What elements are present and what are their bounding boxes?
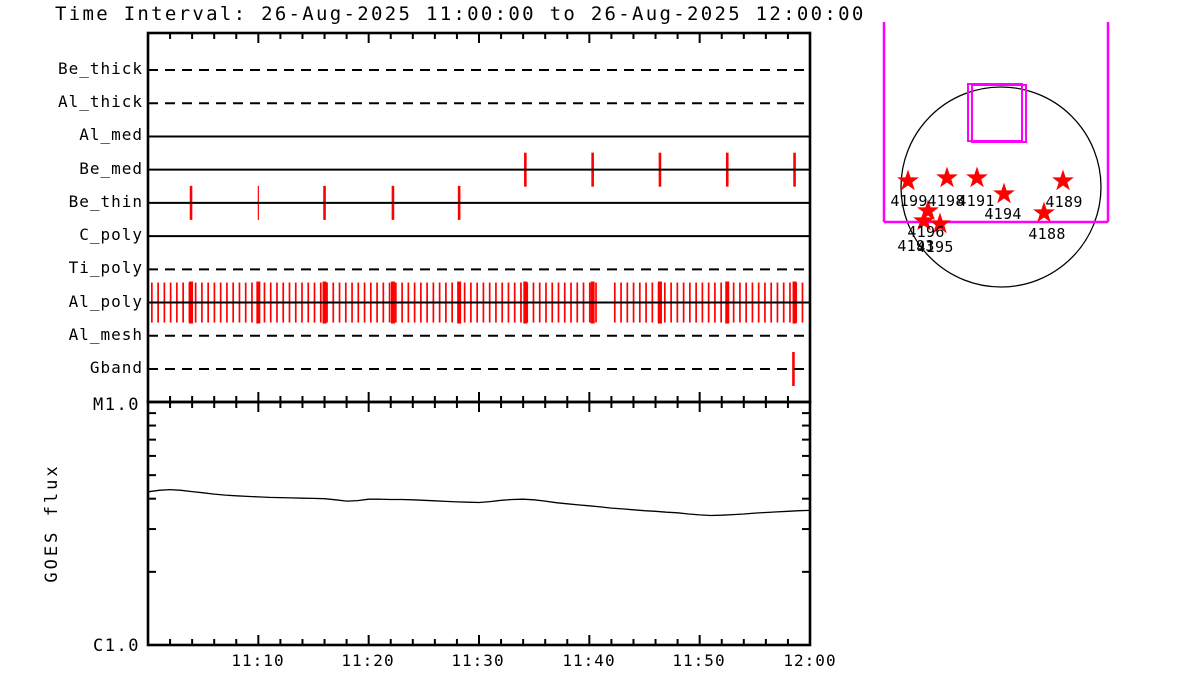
active-region-label-4198: 4198 bbox=[927, 192, 965, 210]
xtick-11-10: 11:10 bbox=[231, 651, 285, 670]
solar-limb-circle bbox=[900, 86, 1102, 288]
active-region-star-4196 bbox=[917, 199, 939, 221]
goes-flux-curve bbox=[147, 488, 811, 517]
filter-label-al-thick: Al_thick bbox=[57, 92, 143, 111]
goes-ytick-bottom: C1.0 bbox=[93, 636, 140, 656]
filter-label-al-mesh: Al_mesh bbox=[68, 325, 143, 344]
filter-label-be-thick: Be_thick bbox=[57, 59, 143, 78]
xtick-11-50: 11:50 bbox=[672, 651, 726, 670]
active-region-star-4198 bbox=[936, 166, 958, 188]
active-region-label-4191: 4191 bbox=[957, 192, 995, 210]
xtick-11-40: 11:40 bbox=[562, 651, 616, 670]
active-region-star-4193 bbox=[913, 209, 935, 231]
xtick-12-00: 12:00 bbox=[783, 651, 837, 670]
filter-label-al-poly: Al_poly bbox=[68, 292, 143, 311]
active-region-star-4199 bbox=[897, 169, 919, 191]
active-region-star-4191 bbox=[966, 166, 988, 188]
goes-frame bbox=[146, 400, 812, 647]
active-region-label-4194: 4194 bbox=[984, 205, 1022, 223]
active-region-label-4195: 4195 bbox=[916, 238, 954, 256]
filter-label-al-med: Al_med bbox=[79, 125, 143, 144]
active-region-star-4194 bbox=[993, 182, 1015, 204]
target-box-2 bbox=[971, 84, 1027, 143]
active-region-star-4188 bbox=[1033, 201, 1055, 223]
timeline-frame bbox=[146, 31, 812, 404]
filter-label-c-poly: C_poly bbox=[79, 225, 143, 244]
goes-ytick-top: M1.0 bbox=[93, 395, 140, 415]
filter-label-ti-poly: Ti_poly bbox=[68, 258, 143, 277]
target-box bbox=[967, 83, 1023, 142]
active-region-star-4195 bbox=[929, 212, 951, 234]
active-region-label-4193: 4193 bbox=[897, 237, 935, 255]
active-region-star-4189 bbox=[1052, 169, 1074, 191]
active-region-label-4196: 4196 bbox=[907, 223, 945, 241]
xtick-11-20: 11:20 bbox=[341, 651, 395, 670]
active-region-label-4189: 4189 bbox=[1045, 193, 1083, 211]
solar-disk-map bbox=[882, 22, 1110, 288]
active-region-label-4199: 4199 bbox=[890, 192, 928, 210]
active-region-label-4188: 4188 bbox=[1028, 225, 1066, 243]
xtick-11-30: 11:30 bbox=[451, 651, 505, 670]
goes-y-axis-title: GOES flux bbox=[42, 463, 62, 583]
filter-label-gband: Gband bbox=[89, 358, 143, 377]
filter-label-be-thin: Be_thin bbox=[68, 192, 143, 211]
goes-flux-panel bbox=[146, 400, 812, 647]
page-title: Time Interval: 26-Aug-2025 11:00:00 to 2… bbox=[55, 3, 866, 25]
filter-timeline-panel bbox=[146, 31, 812, 412]
filter-label-be-med: Be_med bbox=[79, 159, 143, 178]
